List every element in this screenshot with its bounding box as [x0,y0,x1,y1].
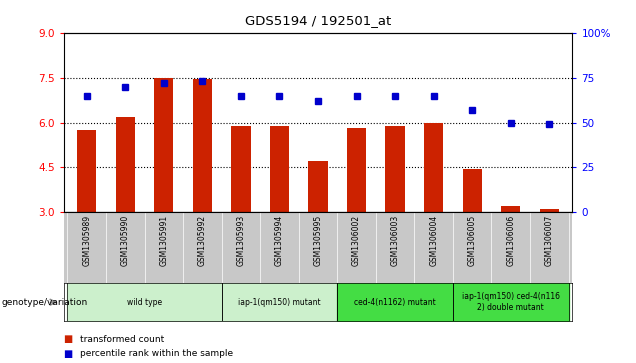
Text: GSM1305992: GSM1305992 [198,215,207,266]
Bar [539,209,559,212]
Text: ■: ■ [64,334,73,344]
Text: genotype/variation: genotype/variation [2,298,88,307]
Bar [385,126,404,212]
Text: GSM1305993: GSM1305993 [237,215,245,266]
Bar [270,126,289,212]
Text: GSM1305991: GSM1305991 [160,215,169,266]
Text: transformed count: transformed count [80,335,163,344]
Text: GSM1305989: GSM1305989 [82,215,91,266]
Bar [154,78,174,212]
Text: GSM1306007: GSM1306007 [545,215,554,266]
Text: GSM1306005: GSM1306005 [467,215,476,266]
Bar [501,206,520,212]
Text: wild type: wild type [127,298,162,307]
Bar [77,130,97,212]
Bar [347,128,366,212]
Text: GSM1306003: GSM1306003 [391,215,399,266]
Text: GSM1306006: GSM1306006 [506,215,515,266]
Text: ■: ■ [64,349,73,359]
Bar [116,117,135,212]
Bar [193,79,212,212]
Text: GSM1305994: GSM1305994 [275,215,284,266]
Bar [232,126,251,212]
Bar [462,169,482,212]
Text: ced-4(n1162) mutant: ced-4(n1162) mutant [354,298,436,307]
Text: iap-1(qm150) ced-4(n116
2) double mutant: iap-1(qm150) ced-4(n116 2) double mutant [462,293,560,312]
Text: GSM1305990: GSM1305990 [121,215,130,266]
Bar [308,160,328,212]
Text: percentile rank within the sample: percentile rank within the sample [80,350,233,358]
Text: GDS5194 / 192501_at: GDS5194 / 192501_at [245,15,391,28]
Text: GSM1305995: GSM1305995 [314,215,322,266]
Bar [424,123,443,212]
Text: iap-1(qm150) mutant: iap-1(qm150) mutant [238,298,321,307]
Text: GSM1306004: GSM1306004 [429,215,438,266]
Text: GSM1306002: GSM1306002 [352,215,361,266]
